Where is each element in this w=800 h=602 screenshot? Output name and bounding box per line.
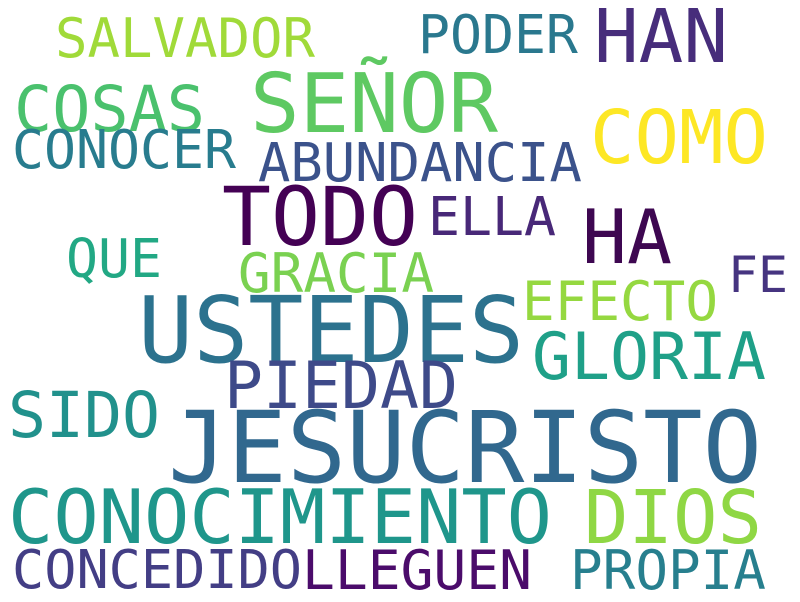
word-senor: SEÑOR <box>250 56 498 152</box>
word-como: COMO <box>590 95 768 182</box>
word-que: QUE <box>66 228 163 291</box>
word-salvador: SALVADOR <box>55 7 315 70</box>
word-sido: SIDO <box>8 378 160 453</box>
word-gracia: GRACIA <box>238 241 435 305</box>
word-ustedes: USTEDES <box>138 277 525 385</box>
word-dios: DIOS <box>584 475 762 562</box>
word-conocimiento: CONOCIMIENTO <box>8 473 552 562</box>
word-propia: PROPIA <box>570 538 766 602</box>
word-cosas: COSAS <box>14 72 205 147</box>
word-ella: ELLA <box>428 186 557 249</box>
word-fe: FE <box>728 246 788 305</box>
word-gloria: GLORIA <box>532 319 766 395</box>
word-todo: TODO <box>222 170 418 266</box>
word-poder: PODER <box>418 4 578 67</box>
word-han: HAN <box>594 0 728 80</box>
word-concedido: CONCEDIDO <box>12 538 302 602</box>
word-piedad: PIEDAD <box>224 348 458 424</box>
word-lleguen: LLEGUEN <box>302 537 533 602</box>
word-ha: HA <box>582 193 673 281</box>
word-efecto: EFECTO <box>522 269 719 333</box>
word-conocer: CONOCER <box>12 119 236 182</box>
word-jesucristo: JESUCRISTO <box>168 390 762 506</box>
word-abundancia: ABUNDANCIA <box>258 131 582 195</box>
